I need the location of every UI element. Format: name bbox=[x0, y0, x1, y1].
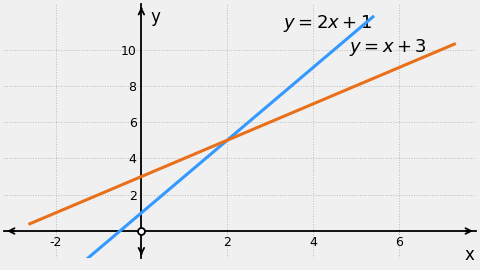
Text: x: x bbox=[465, 245, 474, 264]
Text: $y = x + 3$: $y = x + 3$ bbox=[349, 37, 427, 58]
Text: y: y bbox=[150, 8, 160, 26]
Text: $y = 2x + 1$: $y = 2x + 1$ bbox=[283, 13, 372, 34]
